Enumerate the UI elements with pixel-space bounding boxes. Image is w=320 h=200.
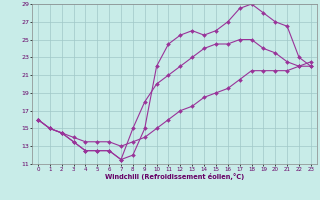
- X-axis label: Windchill (Refroidissement éolien,°C): Windchill (Refroidissement éolien,°C): [105, 173, 244, 180]
